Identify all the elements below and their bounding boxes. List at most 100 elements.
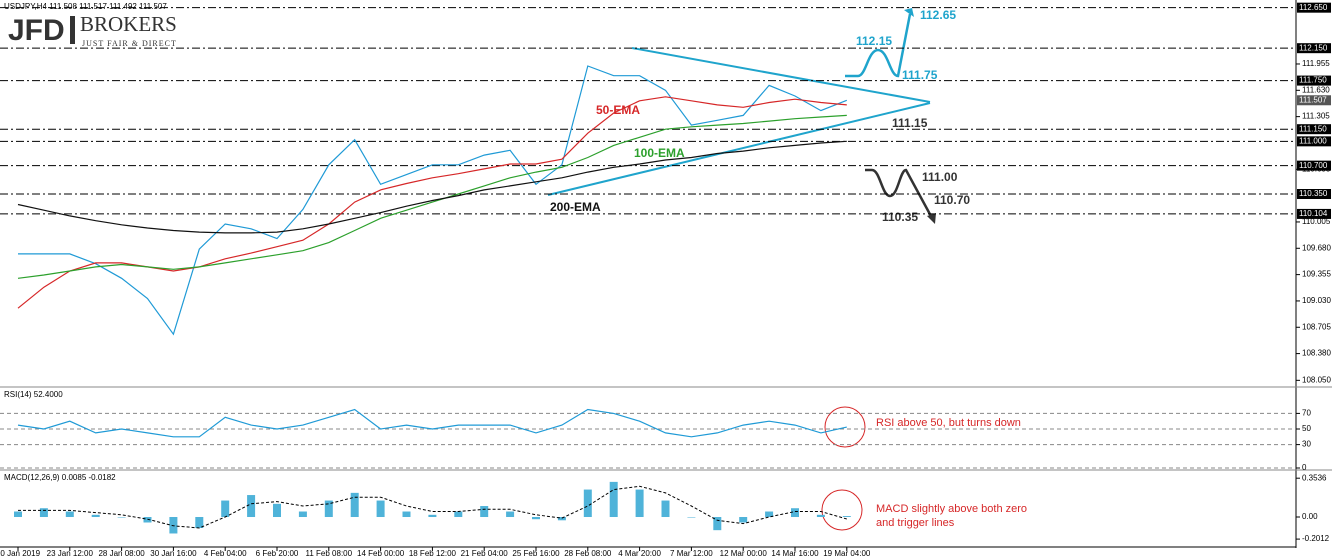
histogram-bar: [273, 503, 281, 518]
highlight-circle: [821, 489, 863, 531]
level-label: 110.350: [1299, 189, 1328, 198]
logo-divider: [70, 16, 75, 44]
histogram-bar: [842, 516, 851, 518]
y-tick-label: 110.005: [1302, 217, 1331, 226]
x-tick-label: 6 Feb 20:00: [256, 549, 299, 558]
level-label: 110.104: [1299, 209, 1328, 218]
level-box: [1297, 2, 1331, 13]
logo: JFD: [8, 14, 65, 47]
last-price-box: [1297, 95, 1331, 106]
y-tick-label: 109.355: [1302, 270, 1331, 279]
x-tick-label: 28 Jan 08:00: [98, 549, 145, 558]
histogram-bar: [14, 511, 22, 518]
x-tick-label: 14 Feb 00:00: [357, 549, 405, 558]
triangle-upper: [631, 47, 931, 103]
level-box: [1297, 124, 1331, 135]
level-box: [1297, 75, 1331, 86]
y-tick-label: -0.2012: [1302, 534, 1330, 543]
y-tick-label: 0: [1302, 463, 1307, 472]
x-tick-label: 25 Feb 16:00: [512, 549, 560, 558]
rsi-note: RSI above 50, but turns down: [876, 417, 1021, 429]
annotation: 111.00: [922, 170, 958, 184]
x-tick-label: 23 Jan 12:00: [47, 549, 94, 558]
x-tick-label: 7 Mar 12:00: [670, 549, 713, 558]
histogram-bar: [506, 511, 515, 518]
level-box: [1297, 136, 1331, 147]
histogram-bar: [39, 508, 48, 518]
y-tick-label: 109.680: [1302, 243, 1331, 252]
y-tick-label: 108.050: [1302, 375, 1331, 384]
triangle-lower: [547, 102, 931, 196]
signal-line: [18, 485, 847, 529]
histogram-bar: [65, 511, 74, 518]
x-tick-label: 14 Mar 16:00: [771, 549, 819, 558]
level-box: [1297, 189, 1331, 199]
series-line: [17, 408, 847, 438]
annotation: 112.15: [856, 34, 892, 48]
tagline: JUST FAIR & DIRECT: [82, 39, 177, 48]
histogram-bar: [739, 517, 748, 523]
level-label: 110.700: [1299, 161, 1328, 170]
symbol-info: USDJPY,H4 111.508 111.517 111.492 111.50…: [4, 2, 167, 11]
macd-note: and trigger lines: [876, 517, 955, 529]
histogram-bar: [609, 481, 618, 518]
x-tick-label: 19 Mar 04:00: [823, 549, 871, 558]
ema-label: 50-EMA: [596, 103, 640, 117]
annotation: 112.65: [920, 8, 956, 22]
level-box: [1297, 43, 1331, 54]
arrow-head: [927, 213, 936, 224]
histogram-bar: [635, 489, 644, 518]
histogram-bar: [298, 511, 307, 518]
last-price-label: 111.507: [1299, 95, 1327, 104]
level-label: 111.750: [1299, 76, 1327, 85]
x-tick-label: 11 Feb 08:00: [306, 549, 353, 558]
histogram-bar: [324, 500, 333, 518]
histogram-bar: [195, 517, 204, 528]
histogram-bar: [428, 514, 437, 518]
histogram-bar: [765, 511, 774, 518]
x-tick-label: 30 Jan 16:00: [150, 549, 197, 558]
series-line: [18, 65, 848, 336]
series-line: [17, 114, 847, 279]
level-label: 112.650: [1299, 3, 1328, 12]
annotation: 110.35: [882, 210, 918, 224]
histogram-bar: [221, 500, 230, 518]
y-tick-label: 30: [1302, 440, 1311, 449]
histogram-bar: [402, 511, 411, 518]
y-tick-label: 111.305: [1302, 112, 1330, 121]
histogram-bar: [117, 517, 126, 518]
macd-note: MACD slightly above both zero: [876, 503, 1027, 515]
y-tick-label: 109.030: [1302, 296, 1331, 305]
y-tick-label: 108.705: [1302, 322, 1331, 331]
y-tick-label: 111.630: [1302, 85, 1330, 94]
x-tick-label: 4 Mar 20:00: [618, 549, 661, 558]
histogram-bar: [661, 500, 670, 518]
x-tick-label: 20 Jan 2019: [0, 549, 41, 558]
x-tick-label: 12 Mar 00:00: [720, 549, 768, 558]
level-label: 112.150: [1299, 43, 1328, 52]
x-tick-label: 28 Feb 08:00: [564, 549, 612, 558]
level-label: 111.150: [1299, 124, 1327, 133]
histogram-bar: [454, 511, 463, 518]
annotation: 111.75: [902, 68, 938, 82]
histogram-bar: [791, 508, 799, 518]
x-tick-label: 18 Feb 12:00: [409, 549, 457, 558]
bullish-path: [845, 13, 912, 78]
ema-label: 100-EMA: [634, 146, 685, 160]
histogram-bar: [376, 500, 385, 518]
macd-title: MACD(12,26,9) 0.0085 -0.0182: [4, 473, 116, 482]
annotation: 111.15: [892, 116, 928, 130]
level-box: [1297, 160, 1331, 171]
y-tick-label: 50: [1302, 424, 1311, 433]
histogram-bar: [687, 517, 696, 518]
bearish-path: [865, 168, 934, 219]
x-tick-label: 4 Feb 04:00: [204, 549, 247, 558]
histogram-bar: [91, 514, 100, 518]
level-box: [1297, 208, 1331, 219]
series-line: [17, 140, 847, 234]
histogram-bar: [247, 495, 256, 518]
histogram-bar: [350, 492, 359, 518]
level-label: 111.000: [1299, 136, 1327, 145]
